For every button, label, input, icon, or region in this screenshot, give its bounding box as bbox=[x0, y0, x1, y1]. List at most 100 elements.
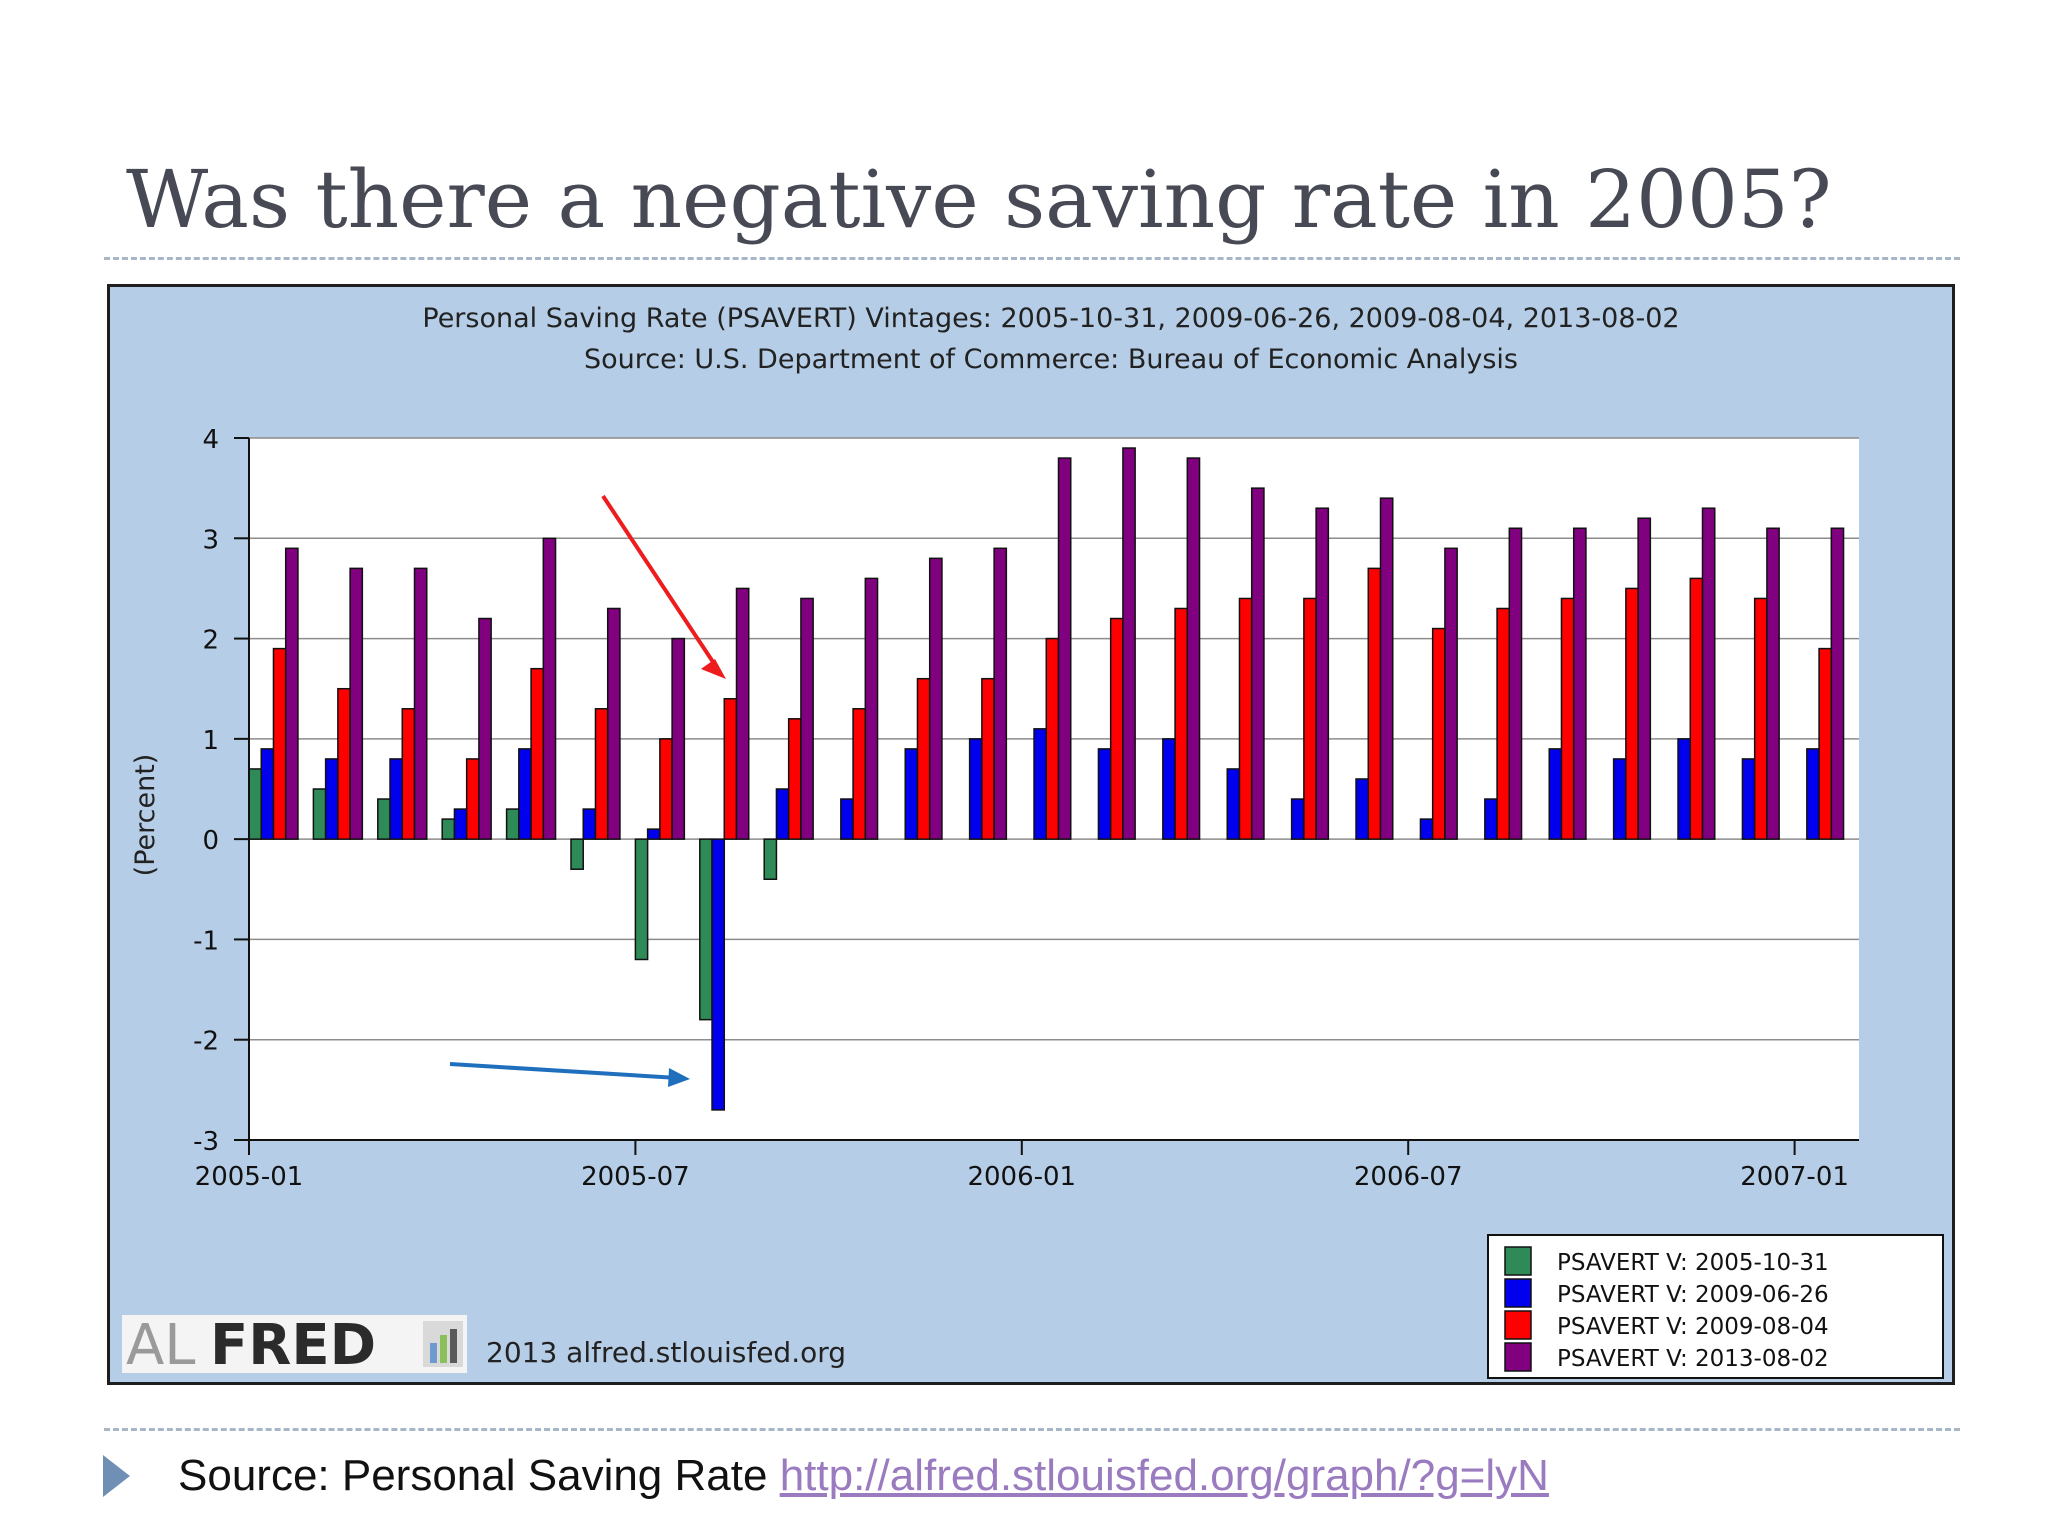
x-tick-label: 2006-07 bbox=[1354, 1162, 1463, 1192]
source-link[interactable]: http://alfred.stlouisfed.org/graph/?g=ly… bbox=[779, 1451, 1549, 1500]
y-tick-label: 0 bbox=[202, 826, 219, 856]
bar-2-2005-05 bbox=[518, 748, 532, 840]
bar-3-2005-08 bbox=[723, 697, 738, 840]
source-caption: Source: Personal Saving Rate http://alfr… bbox=[178, 1448, 1549, 1504]
bar-3-2005-09 bbox=[787, 718, 802, 840]
bar-2-2005-09 bbox=[775, 788, 790, 840]
bar-4-2005-05 bbox=[542, 537, 557, 840]
caption-divider bbox=[104, 1428, 1960, 1431]
red-annotation-arrowhead bbox=[701, 659, 726, 679]
blue-annotation-arrowhead bbox=[668, 1068, 690, 1087]
bar-4-2005-07 bbox=[671, 637, 686, 840]
bar-2-2006-08 bbox=[1484, 798, 1498, 840]
bar-2-2005-08 bbox=[711, 838, 726, 1111]
legend-swatch bbox=[1504, 1246, 1532, 1276]
bars bbox=[248, 447, 1845, 1111]
bar-4-2006-06 bbox=[1379, 497, 1394, 840]
logo-text-al: AL bbox=[126, 1313, 196, 1378]
bar-3-2006-03 bbox=[1174, 607, 1189, 840]
legend-label: PSAVERT V: 2013-08-02 bbox=[1557, 1346, 1829, 1372]
bar-2-2006-05 bbox=[1290, 798, 1305, 840]
bar-1-2005-07 bbox=[634, 838, 649, 961]
bar-3-2005-11 bbox=[916, 677, 931, 840]
chart-subtitle: Source: U.S. Department of Commerce: Bur… bbox=[584, 344, 1518, 375]
bar-2-2005-04 bbox=[453, 808, 468, 840]
chart-credit: 2013 alfred.stlouisfed.org bbox=[486, 1336, 846, 1369]
alfred-logo: AL FRED bbox=[122, 1313, 467, 1378]
blue-annotation-arrow bbox=[449, 1062, 679, 1080]
bar-2-2005-07 bbox=[646, 828, 661, 840]
bar-2-2006-09 bbox=[1548, 748, 1563, 840]
bar-4-2006-04 bbox=[1250, 487, 1265, 840]
title-divider bbox=[104, 257, 1960, 260]
bar-3-2006-02 bbox=[1109, 617, 1124, 840]
bar-2-2005-02 bbox=[324, 758, 339, 840]
bar-3-2006-04 bbox=[1238, 597, 1253, 840]
bar-4-2006-05 bbox=[1315, 507, 1330, 840]
bar-2-2005-03 bbox=[389, 758, 404, 840]
bar-3-2005-04 bbox=[465, 758, 480, 840]
x-tick-label: 2005-07 bbox=[581, 1162, 690, 1192]
bar-2-2005-12 bbox=[968, 738, 983, 840]
y-tick-label: 2 bbox=[202, 626, 219, 656]
bar-2-2006-01 bbox=[1033, 728, 1048, 840]
bar-4-2005-10 bbox=[864, 577, 879, 840]
bar-2-2005-11 bbox=[904, 748, 919, 840]
chart-title: Personal Saving Rate (PSAVERT) Vintages:… bbox=[422, 303, 1679, 334]
legend-label: PSAVERT V: 2009-08-04 bbox=[1557, 1314, 1829, 1340]
bar-3-2006-08 bbox=[1496, 607, 1511, 840]
legend-label: PSAVERT V: 2009-06-26 bbox=[1557, 1282, 1829, 1308]
y-tick-label: 3 bbox=[202, 525, 219, 555]
bar-2-2006-04 bbox=[1226, 768, 1241, 840]
bar-4-2005-01 bbox=[284, 547, 299, 840]
bar-4-2005-09 bbox=[800, 597, 814, 840]
bar-1-2005-03 bbox=[377, 798, 391, 840]
bar-3-2005-02 bbox=[337, 687, 351, 840]
bar-4-2005-06 bbox=[606, 607, 621, 840]
x-tick-label: 2007-01 bbox=[1740, 1162, 1849, 1192]
y-axis-label: (Percent) bbox=[130, 754, 161, 877]
bar-4-2005-03 bbox=[413, 567, 428, 840]
bar-2-2006-12 bbox=[1741, 758, 1756, 840]
legend-swatch bbox=[1504, 1342, 1532, 1372]
y-tick-label: -2 bbox=[193, 1027, 219, 1057]
legend: PSAVERT V: 2005-10-31 PSAVERT V: 2009-06-… bbox=[1487, 1234, 1944, 1379]
bar-3-2006-12 bbox=[1753, 597, 1768, 840]
chart-canvas: Personal Saving Rate (PSAVERT) Vintages:… bbox=[122, 303, 1944, 1379]
bar-4-2006-09 bbox=[1572, 527, 1587, 840]
bar-1-2005-08 bbox=[699, 838, 713, 1021]
bar-3-2007-01 bbox=[1818, 647, 1833, 840]
bar-4-2005-08 bbox=[735, 587, 750, 840]
bar-4-2006-10 bbox=[1637, 517, 1652, 840]
logo-text-fred: FRED bbox=[210, 1313, 376, 1378]
bar-2-2006-06 bbox=[1355, 778, 1370, 840]
bar-4-2005-11 bbox=[928, 557, 943, 840]
bar-2-2005-01 bbox=[260, 748, 275, 840]
bar-4-2005-02 bbox=[349, 567, 364, 840]
y-tick-label: 4 bbox=[202, 425, 219, 455]
x-tick-label: 2005-01 bbox=[195, 1162, 304, 1192]
bar-2-2005-10 bbox=[840, 798, 854, 840]
bar-2-2005-06 bbox=[582, 808, 597, 840]
bar-1-2005-06 bbox=[570, 838, 584, 870]
slide-title: Was there a negative saving rate in 2005… bbox=[126, 153, 1832, 246]
bar-4-2006-01 bbox=[1057, 457, 1072, 840]
bar-4-2006-03 bbox=[1186, 457, 1201, 840]
bar-4-2006-12 bbox=[1766, 527, 1780, 840]
bar-3-2005-12 bbox=[981, 677, 995, 840]
bar-4-2006-02 bbox=[1122, 447, 1136, 840]
caption-text: Source: Personal Saving Rate bbox=[178, 1451, 768, 1500]
bar-3-2006-06 bbox=[1367, 567, 1382, 840]
bar-3-2005-10 bbox=[852, 708, 867, 840]
bar-4-2007-01 bbox=[1830, 527, 1845, 840]
bar-4-2005-04 bbox=[478, 617, 492, 840]
bar-3-2005-05 bbox=[530, 667, 545, 840]
bar-3-2005-03 bbox=[401, 708, 416, 840]
bar-3-2006-10 bbox=[1625, 587, 1639, 840]
bar-2-2006-03 bbox=[1162, 738, 1176, 840]
bar-4-2005-12 bbox=[993, 547, 1008, 840]
x-tick-label: 2006-01 bbox=[967, 1162, 1076, 1192]
bar-3-2006-05 bbox=[1303, 597, 1317, 840]
bar-3-2005-01 bbox=[272, 647, 287, 840]
legend-swatch bbox=[1504, 1310, 1532, 1340]
